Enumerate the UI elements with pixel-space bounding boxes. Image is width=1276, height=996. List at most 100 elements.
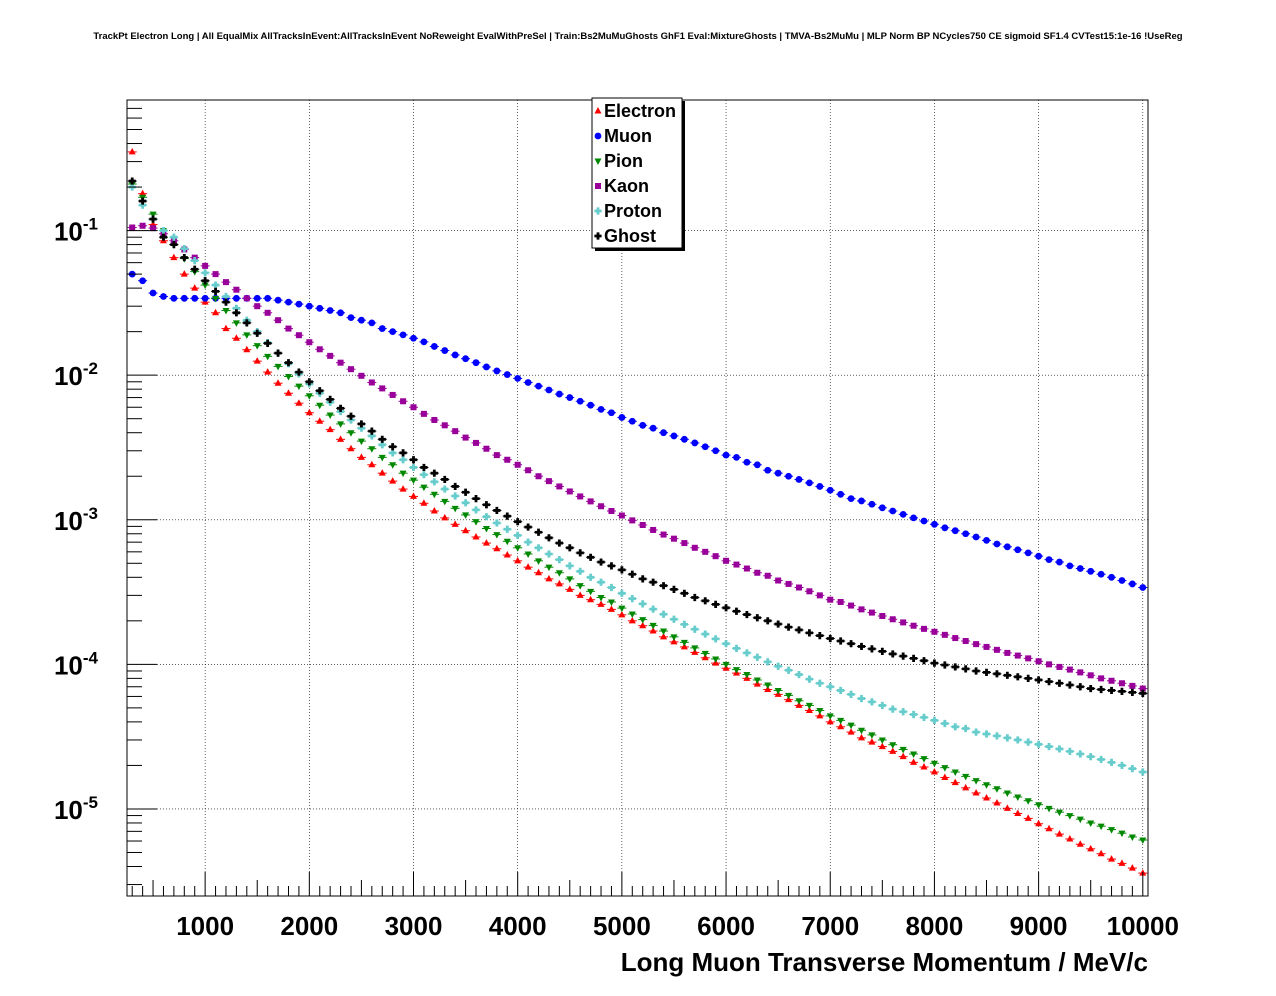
data-point-pion: [732, 667, 740, 674]
data-point-proton: [368, 432, 376, 440]
data-point-proton: [857, 694, 866, 703]
data-point-ghost: [326, 395, 334, 403]
data-point-electron: [139, 189, 147, 197]
data-point-pion: [1014, 794, 1022, 801]
data-point-pion: [326, 412, 334, 420]
data-point-muon: [1108, 573, 1115, 581]
data-point-kaon: [389, 391, 396, 398]
data-point-proton: [1055, 745, 1064, 753]
data-point-proton: [941, 719, 949, 728]
data-point-pion: [149, 211, 157, 219]
data-point-muon: [899, 510, 907, 518]
data-point-pion: [847, 722, 855, 730]
legend-label-kaon: Kaon: [604, 176, 649, 196]
data-point-kaon: [233, 286, 240, 293]
data-point-kaon: [1004, 649, 1011, 656]
data-point-pion: [264, 353, 272, 361]
data-point-ghost: [972, 667, 980, 675]
data-point-muon: [253, 294, 261, 302]
data-point-proton: [399, 456, 407, 464]
data-point-kaon: [150, 225, 157, 232]
data-point-kaon: [837, 598, 844, 605]
data-point-ghost: [482, 501, 491, 509]
data-point-proton: [712, 635, 720, 643]
data-point-kaon: [670, 535, 677, 542]
data-point-ghost: [691, 593, 699, 602]
data-point-pion: [243, 332, 251, 339]
data-point-pion: [451, 505, 459, 513]
data-point-ghost: [1097, 685, 1105, 694]
data-point-kaon: [754, 569, 761, 576]
data-point-proton: [1014, 736, 1022, 744]
data-point-pion: [337, 421, 345, 428]
data-point-muon: [451, 351, 459, 359]
data-point-ghost: [618, 566, 626, 574]
data-point-muon: [160, 293, 167, 300]
data-point-ghost: [191, 265, 199, 273]
data-point-pion: [410, 477, 418, 485]
data-point-muon: [858, 497, 865, 505]
data-point-electron: [253, 357, 261, 364]
data-point-proton: [878, 701, 886, 710]
data-point-ghost: [1066, 681, 1074, 689]
data-point-kaon: [347, 366, 354, 373]
series-pion: [127, 181, 1148, 844]
data-point-muon: [962, 530, 970, 538]
data-point-ghost: [670, 585, 678, 593]
data-point-muon: [951, 527, 959, 535]
data-point-ghost: [378, 435, 386, 443]
data-point-proton: [222, 292, 230, 301]
data-point-proton: [816, 679, 824, 687]
data-point-proton: [503, 525, 511, 533]
data-point-kaon: [650, 526, 657, 533]
legend-marker-electron: [594, 107, 602, 114]
data-point-electron: [420, 499, 428, 506]
data-point-ghost: [389, 443, 397, 451]
data-point-muon: [587, 401, 595, 409]
data-point-ghost: [139, 197, 147, 205]
data-point-pion: [951, 769, 959, 777]
data-point-kaon: [775, 577, 782, 584]
data-point-pion: [201, 282, 209, 290]
data-point-ghost: [441, 475, 449, 484]
data-point-electron: [618, 610, 626, 618]
series-ghost: [127, 177, 1148, 697]
data-point-ghost: [534, 528, 543, 536]
data-point-pion: [597, 594, 605, 602]
data-point-proton: [962, 724, 970, 733]
data-point-electron: [962, 783, 970, 791]
data-point-muon: [972, 533, 980, 541]
data-point-kaon: [1035, 658, 1042, 665]
x-tick-label: 3000: [385, 911, 443, 941]
data-point-proton: [514, 531, 522, 539]
data-point-ghost: [962, 665, 970, 673]
data-point-muon: [337, 309, 344, 317]
data-point-pion: [212, 295, 220, 303]
data-point-pion: [1076, 816, 1084, 824]
data-point-proton: [982, 730, 991, 738]
data-point-pion: [535, 558, 543, 565]
data-point-kaon: [681, 540, 688, 547]
data-point-kaon: [879, 612, 886, 619]
data-point-electron: [1024, 814, 1032, 821]
data-point-proton: [232, 304, 240, 312]
data-point-pion: [1128, 834, 1136, 841]
data-point-ghost: [628, 570, 636, 578]
data-point-pion: [1024, 798, 1032, 805]
data-point-muon: [285, 298, 292, 306]
data-point-muon: [316, 304, 324, 312]
data-point-proton: [764, 658, 772, 666]
legend-marker-ghost: [594, 232, 602, 240]
x-axis-label: Long Muon Transverse Momentum / MeV/c: [621, 947, 1148, 977]
data-point-proton: [680, 620, 688, 628]
data-point-ghost: [639, 575, 647, 583]
data-point-electron: [868, 738, 876, 745]
data-point-muon: [524, 379, 532, 386]
data-point-pion: [649, 622, 657, 630]
data-point-pion: [764, 682, 772, 689]
data-point-kaon: [525, 467, 532, 474]
data-point-kaon: [139, 222, 146, 229]
data-point-proton: [826, 683, 834, 691]
data-point-electron: [191, 284, 199, 291]
data-point-proton: [930, 716, 939, 724]
